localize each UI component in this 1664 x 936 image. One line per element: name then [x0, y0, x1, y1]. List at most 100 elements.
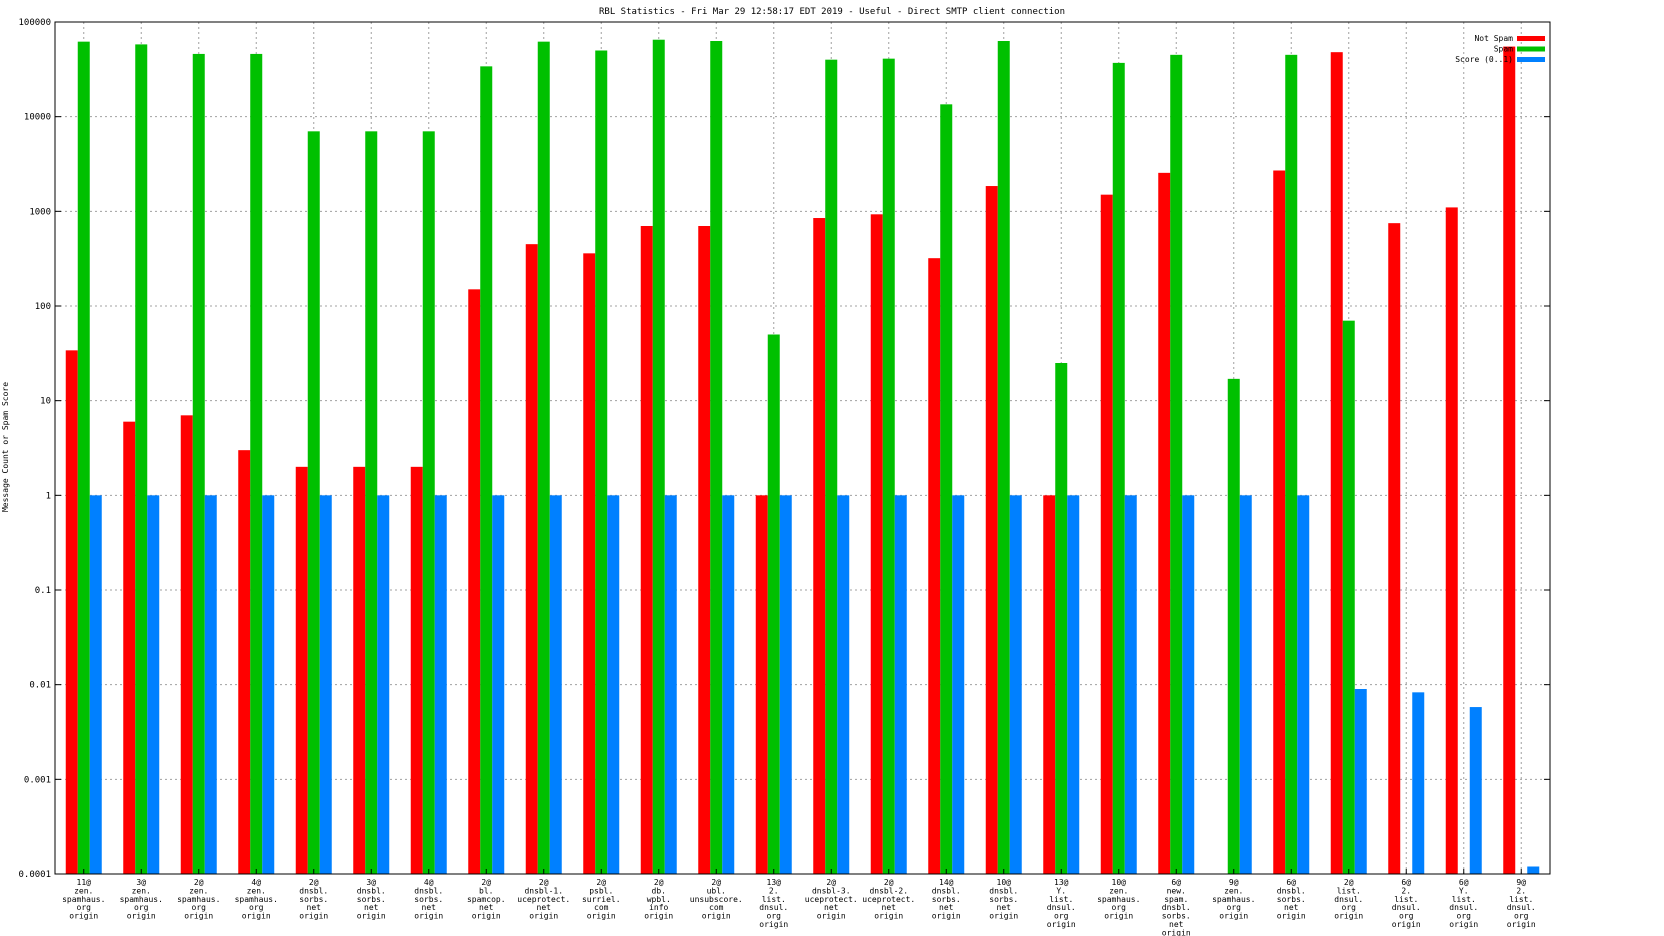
x-category-label: 9@ zen. spamhaus. org origin	[1212, 878, 1255, 921]
bar-spam	[1055, 362, 1068, 874]
y-tick-label: 0.01	[29, 681, 51, 691]
y-tick-label: 10000	[24, 113, 51, 123]
bar-spam	[192, 53, 205, 874]
bar-score	[607, 495, 620, 874]
legend-swatch-not-spam	[1517, 36, 1545, 41]
x-category-label: 14@ dnsbl. sorbs. net origin	[932, 878, 961, 921]
x-category-label: 4@ zen. spamhaus. org origin	[235, 878, 278, 921]
legend-swatch-spam	[1517, 46, 1545, 52]
x-category-label: 10@ zen. spamhaus. org origin	[1097, 878, 1140, 921]
y-tick-label: 0.0001	[18, 870, 51, 880]
bar-spam	[1227, 378, 1240, 874]
x-category-label: 10@ dnsbl. sorbs. net origin	[989, 878, 1018, 921]
bar-spam	[825, 59, 838, 875]
bar-score	[894, 495, 907, 874]
x-category-label: 6@ Y. list. dnsul. org origin	[1449, 878, 1478, 929]
x-category-label: 4@ dnsbl. sorbs. net origin	[414, 878, 443, 921]
x-category-label: 9@ 2. list. dnsul. org origin	[1507, 878, 1536, 929]
bar-spam	[882, 58, 895, 875]
x-category-labels: 11@ zen. spamhaus. org origin 3@ zen. spamhaus.…	[62, 878, 1536, 936]
bar-spam	[652, 39, 665, 874]
x-category-label: 11@ zen. spamhaus. org origin	[62, 878, 105, 921]
bar-score	[1527, 866, 1540, 874]
bar-not-spam	[640, 225, 653, 875]
y-tick-label: 100000	[18, 18, 51, 28]
bar-score	[319, 495, 332, 874]
bar-not-spam	[583, 253, 596, 875]
bar-score	[262, 495, 275, 874]
legend-label: Spam	[1494, 45, 1513, 54]
bar-score	[1469, 707, 1482, 874]
bar-score	[1067, 495, 1080, 874]
bar-score	[434, 495, 447, 874]
bar-not-spam	[468, 289, 481, 874]
x-category-label: 3@ dnsbl. sorbs. net origin	[357, 878, 386, 921]
bar-spam	[1170, 54, 1183, 874]
y-tick-label: 1	[46, 491, 51, 501]
bar-score	[1412, 692, 1425, 874]
grid-lines	[55, 22, 1550, 874]
bar-not-spam	[813, 218, 826, 874]
y-axis-label: Message Count or Spam Score	[1, 382, 10, 512]
x-category-label: 2@ zen. spamhaus. org origin	[177, 878, 220, 921]
bar-not-spam	[1100, 194, 1113, 875]
x-category-label: 2@ dnsbl-2. uceprotect. net origin	[862, 878, 915, 921]
bar-spam	[422, 131, 435, 875]
y-tick-label: 0.1	[35, 586, 51, 596]
y-tick-label: 10	[40, 397, 51, 407]
bar-spam	[1112, 62, 1125, 875]
bar-spam	[77, 41, 90, 875]
x-category-label: 2@ ubl. unsubscore. com origin	[690, 878, 743, 921]
bar-spam	[480, 66, 493, 874]
bar-score	[377, 495, 390, 874]
x-category-label: 13@ Y. list. dnsul. org origin	[1047, 878, 1076, 929]
bar-spam	[1285, 54, 1298, 874]
x-category-label: 2@ psbl. surriel. com origin	[582, 878, 621, 921]
bar-not-spam	[1330, 52, 1343, 874]
x-category-label: 6@ new. spam. dnsbl. sorbs. net origin	[1162, 878, 1191, 936]
bar-not-spam	[698, 225, 711, 875]
bar-not-spam	[123, 421, 136, 874]
bar-spam	[250, 53, 263, 874]
bar-spam	[365, 131, 378, 875]
plot-border	[54, 21, 1551, 875]
bar-score	[1182, 495, 1195, 874]
bar-not-spam	[295, 466, 308, 874]
bar-not-spam	[238, 450, 251, 874]
bar-score	[664, 495, 677, 874]
bar-score	[1239, 495, 1252, 874]
bar-not-spam	[180, 415, 193, 874]
bar-score	[549, 495, 562, 874]
bar-score	[89, 495, 102, 874]
bar-score	[492, 495, 505, 874]
bar-not-spam	[65, 350, 78, 874]
bar-spam	[595, 50, 608, 875]
bar-not-spam	[1445, 207, 1458, 875]
bar-score	[952, 495, 965, 874]
chart-title: RBL Statistics - Fri Mar 29 12:58:17 EDT…	[599, 7, 1065, 17]
x-category-label: 6@ 2. list. dnsul. org origin	[1392, 878, 1421, 929]
legend-swatch-score	[1517, 57, 1545, 62]
bar-score	[722, 495, 735, 874]
bar-not-spam	[755, 495, 768, 874]
bar-spam	[135, 44, 148, 874]
bar-spam	[940, 104, 953, 875]
bar-score	[779, 495, 792, 874]
x-category-label: 2@ bl. spamcop. net origin	[467, 878, 506, 921]
y-tick-labels: 0.0001 0.001 0.01 0.1 1 10 100 1000 10000 100000	[18, 18, 51, 880]
bar-not-spam	[1043, 495, 1056, 874]
x-category-label: 2@ db. wpbl. info origin	[644, 878, 673, 921]
bar-score	[1009, 495, 1022, 874]
bar-not-spam	[985, 186, 998, 874]
legend-label: Not Spam	[1474, 34, 1513, 43]
x-category-label: 2@ list. dnsul. org origin	[1334, 878, 1363, 921]
bar-score	[147, 495, 160, 874]
bar-not-spam	[525, 244, 538, 875]
y-tick-label: 1000	[29, 207, 51, 217]
x-category-label: 2@ dnsbl. sorbs. net origin	[299, 878, 328, 921]
bar-not-spam	[870, 214, 883, 874]
x-category-label: 6@ dnsbl. sorbs. net origin	[1277, 878, 1306, 921]
bar-not-spam	[410, 466, 423, 874]
bar-spam	[997, 40, 1010, 874]
bar-spam	[537, 41, 550, 875]
